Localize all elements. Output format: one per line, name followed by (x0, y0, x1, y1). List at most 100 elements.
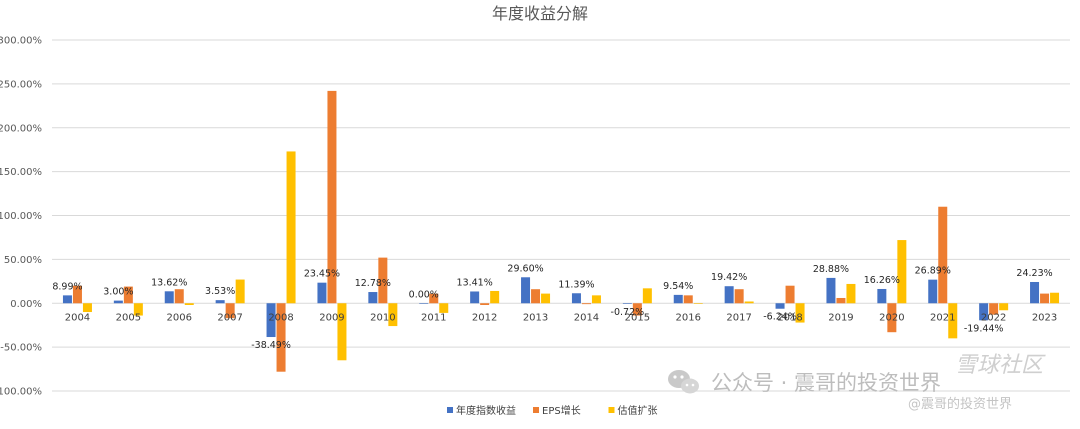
bar-valuation-expansion (591, 295, 601, 304)
data-label: 11.39% (558, 279, 594, 290)
legend-valuation-expansion: 估值扩张 (608, 404, 658, 417)
legend-index-return: 年度指数收益 (447, 404, 516, 417)
x-tick-label: 2007 (217, 312, 242, 323)
data-label: 3.00% (103, 287, 133, 298)
legend-eps-growth: EPS增长 (533, 404, 581, 417)
bar-index-return (368, 292, 378, 304)
data-label: -0.72% (611, 307, 645, 318)
x-tick-label: 2006 (167, 312, 192, 323)
bar-eps-growth (836, 297, 846, 304)
y-tick-label: 50.00% (4, 255, 42, 266)
bar-valuation-expansion (795, 303, 805, 323)
bar-valuation-expansion (235, 279, 245, 304)
gridlines (52, 39, 1070, 392)
data-label: 26.89% (915, 266, 951, 277)
x-tick-label: 2018 (777, 312, 802, 323)
data-label: 24.23% (1016, 268, 1052, 279)
bar-index-return (826, 277, 836, 304)
x-tick-label: 2005 (116, 312, 141, 323)
data-label: 28.88% (813, 264, 849, 275)
x-tick-label: 2022 (981, 312, 1006, 323)
y-tick-label: -100.00% (0, 387, 42, 398)
y-tick-label: 150.00% (0, 167, 42, 178)
bar-valuation-expansion (337, 303, 347, 361)
legend-label: 年度指数收益 (456, 404, 516, 417)
x-tick-label: 2023 (1032, 312, 1057, 323)
data-label: 16.26% (864, 275, 900, 286)
bar-eps-growth (1040, 293, 1050, 304)
bar-index-return (266, 303, 276, 338)
data-label: -38.49% (251, 340, 291, 351)
bar-eps-growth (174, 289, 184, 304)
y-tick-label: 0.00% (10, 299, 42, 310)
bar-eps-growth (785, 285, 795, 304)
x-tick-label: 2016 (676, 312, 701, 323)
bar-valuation-expansion (642, 288, 652, 304)
bar-valuation-expansion (846, 283, 856, 304)
bar-eps-growth (683, 295, 693, 304)
bar-valuation-expansion (286, 151, 296, 304)
data-label: -19.44% (964, 323, 1004, 334)
y-tick-label: 100.00% (0, 211, 42, 222)
legend-swatch (533, 407, 539, 413)
bar-eps-growth (734, 289, 744, 304)
bar-index-return (877, 288, 887, 304)
x-axis: 2004 2005 2006 2007 2008 2009 2010 2011 2012 2013… (65, 312, 1058, 323)
y-axis: -100.00% -50.00% 0.00% 50.00% 100.00% 150.00%… (0, 36, 42, 398)
bar-valuation-expansion (184, 303, 194, 306)
x-tick-label: 2004 (65, 312, 90, 323)
bar-valuation-expansion (388, 303, 398, 327)
x-tick-label: 2020 (879, 312, 904, 323)
x-tick-label: 2014 (574, 312, 599, 323)
bar-valuation-expansion (133, 303, 143, 316)
bar-valuation-expansion (439, 303, 449, 313)
bar-eps-growth (632, 303, 642, 316)
bar-valuation-expansion (490, 290, 500, 304)
bar-eps-growth (989, 303, 999, 315)
bar-eps-growth (276, 303, 286, 372)
bar-valuation-expansion (1050, 292, 1060, 304)
x-tick-label: 2011 (421, 312, 446, 323)
x-tick-label: 2013 (523, 312, 548, 323)
watermark-sub-text: @震哥的投资世界 (908, 396, 1012, 412)
data-label: -6.24% (763, 312, 797, 323)
x-tick-label: 2021 (930, 312, 955, 323)
y-tick-label: 200.00% (0, 123, 42, 134)
bar-index-return (521, 277, 531, 304)
data-label: 29.60% (507, 263, 543, 274)
bars (62, 90, 1060, 372)
bar-index-return (724, 286, 734, 304)
bar-eps-growth (429, 293, 439, 304)
bar-index-return (622, 303, 632, 304)
bar-index-return (419, 303, 429, 304)
bar-index-return (470, 291, 480, 304)
bar-index-return (571, 293, 581, 304)
bar-valuation-expansion (541, 293, 551, 304)
wechat-icon (668, 370, 699, 394)
bar-eps-growth (938, 206, 948, 304)
y-tick-label: -50.00% (0, 343, 42, 354)
chart-title: 年度收益分解 (492, 4, 588, 23)
bar-index-return (673, 294, 683, 304)
data-label: 8.99% (52, 281, 82, 292)
bar-eps-growth (123, 286, 133, 304)
bar-valuation-expansion (999, 303, 1009, 311)
data-label: 9.54% (663, 281, 693, 292)
legend-swatch (608, 407, 615, 413)
bar-index-return (928, 279, 938, 304)
x-tick-label: 2017 (726, 312, 751, 323)
data-label: 3.53% (205, 286, 235, 297)
x-tick-label: 2008 (268, 312, 293, 323)
watermark: 公众号 · 震哥的投资世界 雪球社区 @震哥的投资世界 (668, 353, 1046, 412)
x-tick-label: 2015 (625, 312, 650, 323)
bar-index-return (979, 303, 989, 321)
watermark-main-text: 公众号 · 震哥的投资世界 (711, 371, 941, 395)
bar-eps-growth (225, 303, 235, 319)
bar-valuation-expansion (82, 303, 92, 313)
bar-index-return (775, 303, 785, 309)
bar-eps-growth (72, 285, 82, 304)
x-tick-label: 2010 (370, 312, 395, 323)
bar-index-return (62, 295, 72, 304)
data-label: 23.45% (304, 269, 340, 280)
